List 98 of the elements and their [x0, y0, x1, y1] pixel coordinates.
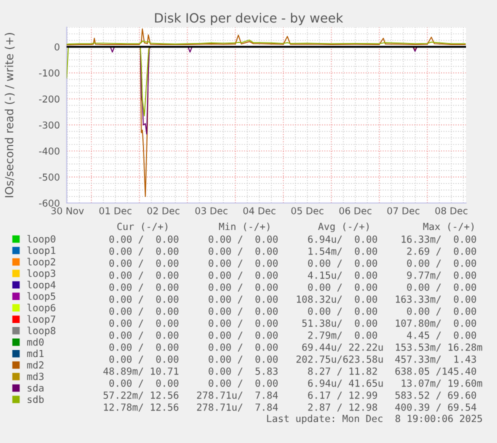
- text: 0.00 / 0.00: [109, 343, 178, 352]
- text: 0.00 / 0.00: [109, 379, 178, 388]
- text: 48.89m/ 10.71: [103, 367, 178, 376]
- text: 0.00 / 0.00: [308, 259, 378, 268]
- legend-label: loop5: [27, 292, 56, 302]
- text: Min (-/+): [219, 222, 270, 232]
- text: 0.00 / 0.00: [208, 331, 278, 340]
- text: Last update: Mon Dec 8 19:00:06 2025: [267, 414, 482, 424]
- text: 153.53m/ 16.28m: [396, 343, 482, 352]
- legend-label: md2: [27, 361, 44, 369]
- text: 0.00 / 0.00: [109, 307, 178, 316]
- legend-label: md3: [27, 372, 44, 380]
- text: 0.00 / 0.00: [208, 307, 278, 316]
- text: 0.00 / 0.00: [109, 295, 178, 304]
- text: 0.00 / 0.00: [208, 379, 278, 388]
- x-tick-label: 04 Dec: [243, 207, 276, 214]
- legend-label: loop1: [27, 246, 56, 256]
- text: 0.00 / 0.00: [208, 283, 278, 292]
- x-tick-label: 03 Dec: [195, 207, 228, 214]
- text: Avg (-/+): [318, 222, 369, 232]
- text: 638.05 /145.40: [395, 367, 476, 376]
- x-tick-label: 06 Dec: [339, 207, 372, 214]
- text: 13.07m/ 19.60m: [402, 379, 482, 388]
- chart-title: Disk IOs per device - by week: [155, 12, 344, 26]
- text: 0.00 / 0.00: [109, 331, 178, 340]
- text: 1.54m/ 0.00: [308, 247, 378, 256]
- legend-label: loop3: [27, 269, 56, 279]
- text: 4.15u/ 0.00: [308, 271, 378, 280]
- text: 2.69 / 0.00: [407, 247, 476, 256]
- text: 0.00 / 0.00: [407, 283, 476, 292]
- text: 457.33m/ 1.43: [395, 355, 476, 364]
- text: 163.33m/ 0.00: [396, 295, 476, 304]
- text: 107.80m/ 0.00: [396, 319, 476, 328]
- y-tick-label: -300: [39, 121, 60, 129]
- y-tick-label: 0: [54, 43, 60, 51]
- y-tick-label: -100: [39, 69, 60, 77]
- legend-label: md1: [27, 350, 44, 358]
- text: 0.00 / 0.00: [109, 355, 178, 364]
- text: Max (-/+): [423, 222, 474, 232]
- text: 0.00 / 0.00: [109, 247, 178, 256]
- text: 6.17 / 12.99: [308, 391, 378, 400]
- text: 6.94u/ 0.00: [308, 235, 378, 244]
- legend-label: loop7: [27, 315, 56, 325]
- text: 2.87 / 12.98: [308, 403, 378, 412]
- text: 278.71u/ 7.84: [197, 391, 278, 400]
- text: 0.00 / 0.00: [208, 259, 278, 268]
- text: 0.00 / 0.00: [208, 295, 278, 304]
- text: 0.00 / 0.00: [308, 283, 378, 292]
- text: 0.00 / 0.00: [308, 307, 378, 316]
- text: 0.00 / 0.00: [407, 259, 476, 268]
- text: 8.27 / 11.82: [308, 367, 377, 376]
- text: 278.71u/ 7.84: [197, 403, 278, 412]
- text: 0.00 / 0.00: [208, 355, 278, 364]
- text: 4.45 / 0.00: [406, 331, 476, 340]
- text: 0.00 / 0.00: [208, 343, 278, 352]
- y-tick-label: -600: [39, 200, 60, 207]
- text: 2.79m/ 0.00: [308, 331, 378, 340]
- text: 0.00 / 0.00: [208, 271, 278, 280]
- x-tick-label: 30 Nov: [51, 207, 84, 214]
- text: 0.00 / 0.00: [109, 259, 178, 268]
- text: 57.22m/ 12.56: [104, 391, 178, 400]
- y-tick-label: -400: [39, 148, 60, 155]
- text: 0.00 / 0.00: [208, 235, 278, 244]
- text: 12.78m/ 12.56: [104, 403, 178, 412]
- text: 0.00 / 0.00: [109, 271, 178, 280]
- text: 16.33m/ 0.00: [402, 235, 476, 244]
- x-tick-label: 08 Dec: [435, 207, 468, 214]
- legend-label: loop0: [27, 235, 56, 244]
- y-tick-label: -200: [39, 95, 60, 103]
- text: 69.44u/ 22.22u: [302, 343, 383, 352]
- text: 400.39 / 69.54: [395, 403, 476, 412]
- text: 9.77m/ 0.00: [407, 271, 476, 280]
- legend-label: loop8: [27, 326, 56, 336]
- legend-label: sda: [28, 384, 44, 392]
- text: 51.38u/ 0.00: [302, 319, 378, 328]
- legend-label: md0: [27, 338, 44, 346]
- y-axis-title: IOs/second read (-) / write (+): [4, 33, 15, 198]
- text: 0.00 / 0.00: [208, 247, 278, 256]
- x-tick-label: 05 Dec: [291, 207, 324, 214]
- text: 202.75u/623.58u: [296, 355, 383, 364]
- text: 6.94u/ 41.65u: [308, 379, 383, 388]
- text: 0.00 / 0.00: [109, 283, 178, 292]
- text: 0.00 / 5.83: [208, 367, 278, 376]
- legend-label: loop2: [27, 258, 56, 268]
- legend-label: loop6: [27, 304, 56, 314]
- legend-label: loop4: [27, 280, 56, 290]
- legend-label: sdb: [28, 396, 44, 404]
- y-tick-label: -500: [39, 174, 60, 181]
- text: 108.32u/ 0.00: [296, 295, 378, 304]
- x-tick-label: 02 Dec: [147, 207, 180, 214]
- text: 0.00 / 0.00: [407, 307, 476, 316]
- text: 0.00 / 0.00: [208, 319, 278, 328]
- x-tick-label: 01 Dec: [99, 207, 132, 214]
- text: 0.00 / 0.00: [109, 319, 178, 328]
- x-tick-label: 07 Dec: [387, 207, 420, 214]
- text: 0.00 / 0.00: [109, 235, 178, 244]
- text: Cur (-/+): [117, 222, 168, 232]
- text: 583.52 / 69.60: [395, 391, 476, 400]
